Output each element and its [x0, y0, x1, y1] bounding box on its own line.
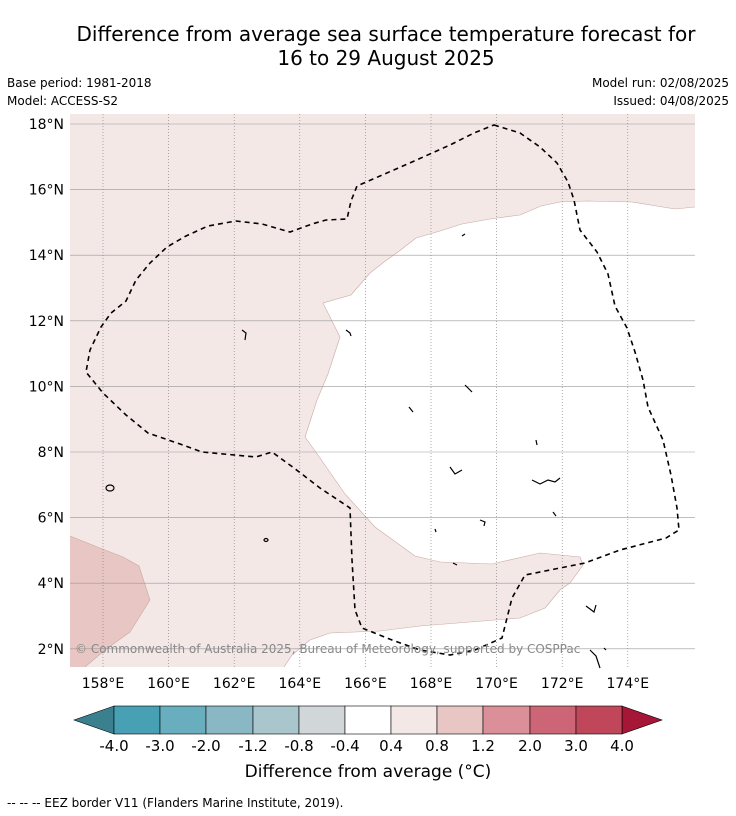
island	[449, 466, 463, 475]
colorbar-tick-label: -1.2	[238, 737, 267, 755]
island	[452, 562, 458, 566]
chart-title: Difference from average sea surface temp…	[0, 22, 736, 70]
island	[105, 484, 115, 492]
colorbar: -4.0 -3.0 -2.0 -1.2 -0.8 -0.4 0.4 0.8 1.2 2.0 3.0 4…	[73, 705, 663, 755]
meta-left: Base period: 1981-2018 Model: ACCESS-S2	[7, 74, 152, 110]
lon-tick-label: 164°E	[279, 676, 322, 692]
colorbar-tick-label: -3.0	[145, 737, 174, 755]
lon-tick-label: 166°E	[344, 676, 387, 692]
island	[345, 329, 352, 337]
colorbar-bin	[344, 705, 392, 735]
island	[479, 519, 486, 527]
lat-tick-label: 2°N	[38, 642, 64, 658]
lat-tick-label: 12°N	[29, 314, 64, 330]
lat-tick-label: 10°N	[29, 379, 64, 395]
lat-tick-label: 8°N	[38, 445, 64, 461]
island	[461, 233, 466, 237]
island	[408, 406, 414, 413]
colorbar-bin	[482, 705, 531, 735]
colorbar-tick-label: -4.0	[99, 737, 128, 755]
warm-anomaly-region	[70, 536, 150, 667]
lat-tick-label: 18°N	[29, 117, 64, 133]
colorbar-tick-label: -0.4	[330, 737, 359, 755]
colorbar-tick-label: -0.8	[284, 737, 313, 755]
colorbar-tick-label: 2.0	[518, 737, 542, 755]
eez-border	[85, 124, 680, 656]
colorbar-bin	[205, 705, 254, 735]
eez-legend: -- -- -- EEZ border V11 (Flanders Marine…	[7, 796, 344, 810]
lat-tick-label: 16°N	[29, 183, 64, 199]
colorbar-bin	[575, 705, 623, 735]
island	[585, 604, 597, 614]
colorbar-tick-label: 0.4	[379, 737, 403, 755]
island	[589, 649, 601, 669]
lon-tick-label: 170°E	[475, 676, 518, 692]
longitude-labels: 158°E 160°E 162°E 164°E 166°E 168°E 170°E 172°E…	[82, 676, 649, 692]
colorbar-bin	[113, 705, 161, 735]
latitude-labels: 18°N 16°N 14°N 12°N 10°N 8°N 6°N 4°N 2°N	[29, 117, 64, 658]
copyright-text: © Commonwealth of Australia 2025, Bureau…	[75, 642, 580, 656]
island	[552, 511, 557, 517]
colorbar-bin	[390, 705, 438, 735]
lon-tick-label: 160°E	[147, 676, 190, 692]
lat-tick-label: 14°N	[29, 248, 64, 264]
model-name: Model: ACCESS-S2	[7, 94, 119, 108]
lon-tick-label: 172°E	[541, 676, 584, 692]
meta-right: Model run: 02/08/2025 Issued: 04/08/2025	[592, 74, 729, 110]
island	[241, 329, 247, 341]
colorbar-title: Difference from average (°C)	[244, 762, 492, 782]
base-period: Base period: 1981-2018	[7, 76, 152, 90]
colorbar-tick-label: 1.2	[471, 737, 495, 755]
islands	[105, 233, 607, 669]
island	[535, 439, 538, 446]
anomaly-contour	[283, 200, 696, 668]
lon-tick-label: 174°E	[607, 676, 650, 692]
lat-tick-label: 4°N	[38, 576, 64, 592]
island	[531, 477, 561, 485]
island	[263, 537, 269, 543]
colorbar-tick-label: 0.8	[425, 737, 449, 755]
map-panel	[69, 114, 696, 669]
lat-tick-label: 6°N	[38, 511, 64, 527]
neutral-anomaly-region	[284, 201, 695, 667]
title-line-2: 16 to 29 August 2025	[277, 46, 495, 70]
colorbar-bin	[529, 705, 577, 735]
island	[603, 647, 607, 651]
colorbar-bin	[298, 705, 346, 735]
colorbar-bin	[436, 705, 484, 735]
title-line-1: Difference from average sea surface temp…	[76, 22, 696, 46]
colorbar-tick-label: -2.0	[191, 737, 220, 755]
colorbar-under-arrow	[73, 705, 115, 735]
island	[434, 528, 437, 533]
lon-tick-label: 158°E	[82, 676, 125, 692]
island	[464, 384, 473, 393]
lon-tick-label: 168°E	[410, 676, 453, 692]
colorbar-bin	[159, 705, 207, 735]
colorbar-bin	[252, 705, 300, 735]
gridlines	[70, 114, 695, 667]
colorbar-tick-label: 3.0	[564, 737, 588, 755]
lon-tick-label: 162°E	[213, 676, 256, 692]
issued-date: Issued: 04/08/2025	[613, 94, 729, 108]
colorbar-tick-label: 4.0	[610, 737, 634, 755]
model-run: Model run: 02/08/2025	[591, 76, 729, 90]
colorbar-over-arrow	[621, 705, 663, 735]
